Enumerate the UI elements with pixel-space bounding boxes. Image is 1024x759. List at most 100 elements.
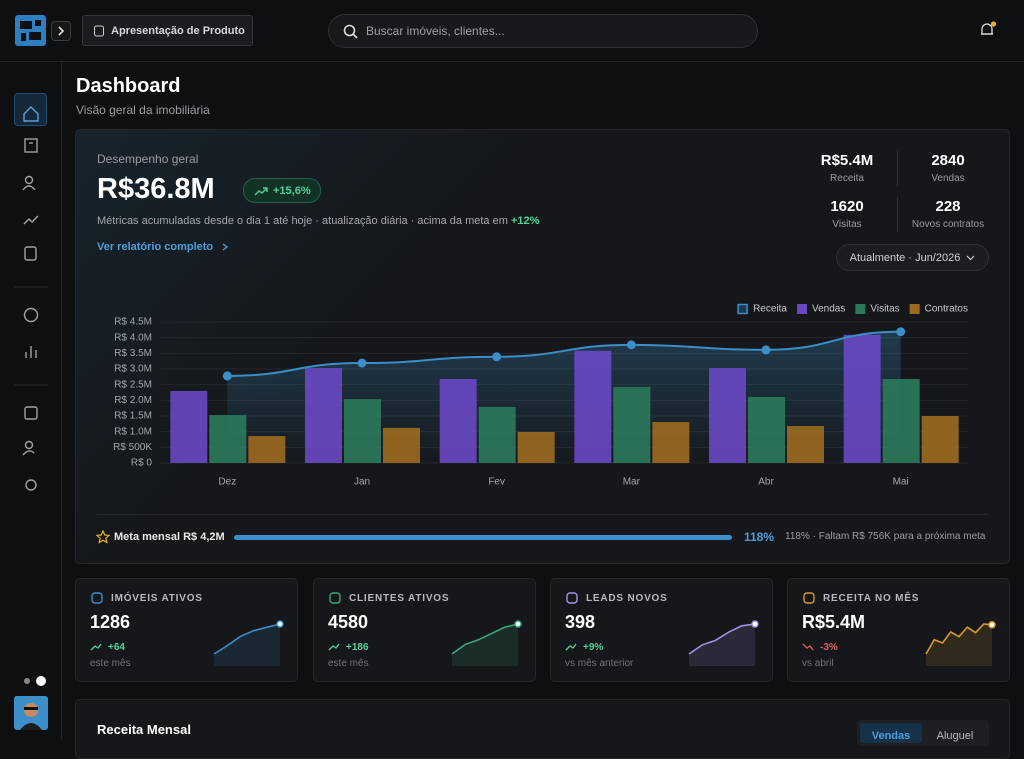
overview-note: Métricas acumuladas desde o dia 1 até ho… bbox=[97, 215, 508, 227]
legend-label: Receita bbox=[753, 304, 787, 315]
bar bbox=[709, 368, 746, 463]
legend-label: Visitas bbox=[870, 304, 899, 315]
kpi-delta: +64 bbox=[108, 642, 125, 653]
bar bbox=[439, 379, 477, 463]
legend-swatch bbox=[796, 304, 807, 314]
bar bbox=[517, 431, 555, 463]
report-link[interactable]: Ver relatório completo bbox=[97, 241, 229, 253]
goal-label: Meta mensal R$ 4,2M bbox=[114, 531, 225, 543]
star-icon bbox=[96, 530, 110, 544]
page-subtitle: Visão geral da imobiliária bbox=[76, 103, 210, 117]
bar bbox=[170, 390, 208, 463]
kpi-card: IMÓVEIS ATIVOS 1286 +64 este mês bbox=[75, 578, 298, 682]
bar bbox=[613, 386, 651, 463]
kpi-card: RECEITA NO MÊS R$5.4M -3% vs abril bbox=[787, 578, 1010, 682]
page: Apresentação de Produto Buscar imóveis, … bbox=[0, 14, 1024, 759]
line-point bbox=[357, 358, 367, 368]
dropdown-icon bbox=[966, 255, 975, 260]
bar bbox=[787, 426, 824, 463]
notification-bell[interactable] bbox=[978, 20, 998, 40]
stats-divider bbox=[897, 151, 898, 186]
stat-label: Visitas bbox=[832, 219, 862, 230]
report-link-label: Ver relatório completo bbox=[97, 241, 214, 253]
kpi-title: LEADS NOVOS bbox=[586, 593, 668, 604]
stat-label: Novos contratos bbox=[911, 219, 985, 230]
overview-change: +15,6% bbox=[273, 184, 311, 197]
overview-value: R$36.8M bbox=[97, 173, 215, 205]
icon-shape bbox=[328, 643, 340, 651]
bar bbox=[248, 436, 286, 463]
sidebar-icons bbox=[14, 106, 48, 730]
bar bbox=[344, 399, 381, 463]
kpi-title: CLIENTES ATIVOS bbox=[349, 593, 450, 604]
icon-shape bbox=[803, 592, 815, 604]
kpi-delta: +186 bbox=[346, 642, 369, 653]
stat-label: Receita bbox=[830, 173, 864, 184]
kpi-icon bbox=[803, 592, 815, 604]
sparkline bbox=[451, 620, 522, 666]
x-tick-label: Fev bbox=[488, 477, 505, 488]
sparkline-end bbox=[751, 620, 759, 628]
sparkline-area bbox=[689, 624, 755, 666]
icon-shape bbox=[566, 592, 578, 604]
x-tick-label: Abr bbox=[758, 477, 774, 488]
kpi-card: LEADS NOVOS 398 +9% vs mês anterior bbox=[550, 578, 773, 682]
sparkline bbox=[925, 621, 996, 666]
overview-label: Desempenho geral bbox=[97, 152, 199, 166]
y-tick-label: R$ 1.0M bbox=[114, 426, 152, 437]
y-tick-label: R$ 4.5M bbox=[114, 317, 152, 328]
kpi-title: RECEITA NO MÊS bbox=[823, 593, 920, 604]
line-point bbox=[492, 352, 502, 362]
kpi-period: este mês bbox=[90, 658, 131, 669]
kpi-title: IMÓVEIS ATIVOS bbox=[111, 593, 203, 604]
page-title: Dashboard bbox=[76, 75, 181, 97]
sparkline-area bbox=[214, 624, 280, 666]
legend-label: Contratos bbox=[925, 304, 968, 315]
icon-shape bbox=[565, 643, 577, 651]
trend-icon bbox=[90, 643, 102, 651]
y-tick-label: R$ 4.0M bbox=[114, 332, 152, 343]
x-tick-label: Mar bbox=[623, 477, 641, 488]
doc-icon bbox=[94, 25, 104, 36]
search-icon bbox=[343, 24, 358, 39]
y-tick-label: R$ 2.5M bbox=[114, 379, 152, 390]
period-select[interactable]: Atualmente · Jun/2026 bbox=[836, 244, 989, 271]
goal-progress-track bbox=[234, 535, 732, 540]
bar bbox=[652, 421, 690, 463]
bar bbox=[843, 334, 881, 463]
y-tick-label: R$ 500K bbox=[113, 442, 152, 453]
product-button[interactable]: Apresentação de Produto bbox=[82, 15, 253, 46]
stat-label: Vendas bbox=[931, 173, 965, 184]
kpi-icon bbox=[329, 592, 341, 604]
x-tick-label: Mai bbox=[893, 477, 909, 488]
overview-change-badge: +15,6% bbox=[243, 178, 321, 203]
line-point bbox=[896, 327, 906, 337]
search-box[interactable]: Buscar imóveis, clientes... bbox=[328, 14, 758, 48]
kpi-icon bbox=[566, 592, 578, 604]
sidebar-toggle[interactable] bbox=[51, 21, 71, 41]
search-placeholder: Buscar imóveis, clientes... bbox=[366, 24, 505, 38]
revenue-panel-title: Receita Mensal bbox=[97, 722, 191, 737]
bar bbox=[209, 415, 247, 463]
kpi-period: este mês bbox=[328, 658, 369, 669]
bar bbox=[921, 416, 959, 463]
stat-value: 1620 bbox=[830, 198, 864, 215]
legend-item: Visitas bbox=[855, 304, 900, 315]
sparkline bbox=[688, 620, 759, 666]
kpi-value: 1286 bbox=[90, 612, 131, 632]
icon-shape bbox=[90, 643, 102, 651]
bar bbox=[882, 379, 920, 463]
icon-shape bbox=[329, 592, 341, 604]
y-tick-label: R$ 3.0M bbox=[114, 364, 152, 375]
kpi-delta: -3% bbox=[820, 642, 838, 653]
chevron-icon bbox=[58, 26, 65, 36]
legend-item: Contratos bbox=[909, 304, 968, 315]
period-label: Atualmente · Jun/2026 bbox=[849, 251, 961, 264]
goal-percent: 118% bbox=[744, 530, 775, 544]
legend-item: Vendas bbox=[796, 304, 845, 315]
bar bbox=[478, 406, 516, 463]
sparkline-end bbox=[988, 621, 996, 629]
overview-note-highlight: +12% bbox=[510, 215, 540, 227]
sparkline-area bbox=[452, 624, 518, 666]
bar bbox=[383, 427, 420, 463]
